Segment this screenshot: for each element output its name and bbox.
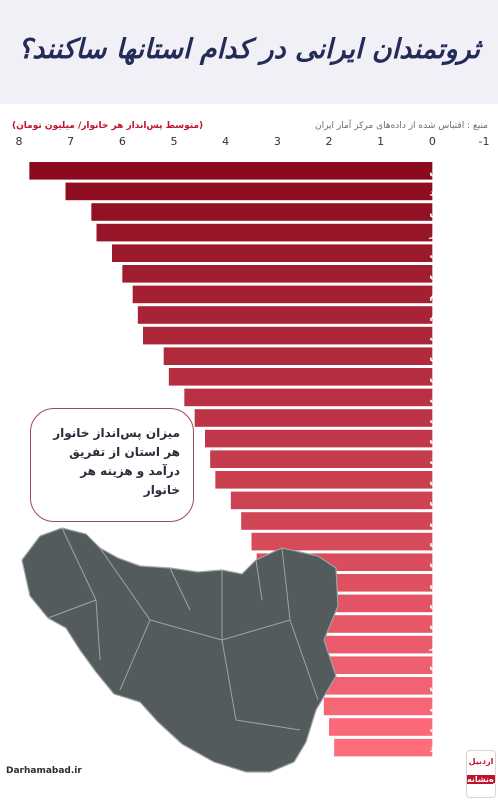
bar	[194, 409, 433, 427]
bar	[329, 718, 433, 736]
bar-label: خراسان رضوی	[429, 702, 498, 713]
note-line: میزان پس‌انداز خانوار	[53, 426, 180, 440]
note-box	[30, 408, 194, 522]
page-title: ثروتمندان ایرانی در کدام استانها ساکنند؟	[17, 34, 481, 65]
bar-label: یزد	[429, 187, 443, 198]
map-border-line	[169, 567, 191, 611]
map-border-line	[221, 639, 237, 721]
x-tick-label: 2	[326, 135, 333, 148]
bar-label: سمنان	[429, 435, 460, 446]
x-tick-label: 3	[274, 135, 281, 148]
map-border-line	[281, 547, 291, 621]
bar-label: سیستان و بلوچستان	[429, 373, 498, 384]
note-line: درآمد و هزینه هر خانوار	[80, 464, 180, 497]
bar	[308, 656, 433, 674]
bar-label: کردستان	[429, 682, 471, 693]
bar-label: تهران	[429, 496, 456, 507]
bar	[132, 285, 433, 304]
map-border-line	[47, 599, 97, 619]
bar-label: آذربایجان غربی	[429, 721, 498, 734]
bar-label: گیلان	[429, 207, 454, 219]
site-brand: Darhamabad.ir	[6, 766, 82, 776]
bar-label: فارس	[429, 579, 457, 590]
bar	[313, 677, 433, 695]
bar-label: ایلام	[429, 290, 450, 301]
logo-word: گره‌نشانه	[467, 775, 498, 784]
bar	[29, 162, 433, 180]
unit-label: (متوسط پس‌انداز هر خانوار/ میلیون تومان)	[12, 121, 204, 131]
bar	[163, 347, 433, 365]
map-border-line	[221, 619, 291, 641]
bar-label: لرستان	[429, 352, 463, 363]
source-label: منبع : اقتباس شده از داده‌های مرکز آمار …	[314, 121, 488, 131]
header-band	[0, 0, 498, 104]
x-tick-label: -1	[479, 135, 490, 148]
bar-label: زنجان	[429, 661, 457, 672]
note-line: هر استان از تفریق	[69, 445, 180, 459]
bar-label: آذربایجان شرقی	[429, 330, 498, 343]
bar	[210, 450, 433, 468]
bar-label: مازندران	[429, 167, 470, 178]
bar-label: اصفهان	[429, 599, 466, 610]
bar	[303, 635, 433, 654]
bar-label: قم	[429, 311, 443, 322]
bar-label: گلستان	[429, 537, 464, 549]
bar	[112, 244, 433, 262]
map-border-line	[99, 547, 151, 621]
bar	[184, 388, 433, 407]
x-tick-label: 6	[119, 135, 126, 148]
logo-word: اردبیل	[468, 757, 494, 766]
note-text: میزان پس‌انداز خانوار هر استان از تفریق …	[40, 424, 180, 500]
bar-label: البرز	[428, 229, 451, 240]
bar-label: خراسان شمالی	[429, 393, 498, 404]
bar	[241, 512, 433, 530]
bar	[137, 306, 433, 324]
bar-label: خراسان جنوبی	[429, 249, 498, 260]
map-border-line	[289, 619, 319, 701]
map-border-line	[235, 719, 301, 731]
bar-label: همدان	[429, 558, 459, 569]
bar	[323, 697, 433, 716]
brand-logo: اردبیل گره‌نشانه	[466, 750, 498, 798]
bar-label: قزوین	[429, 517, 459, 528]
map-border-line	[119, 619, 151, 691]
bar	[230, 491, 433, 510]
bar	[168, 368, 433, 386]
bar-label: هرمزگان	[429, 475, 471, 487]
x-tick-label: 4	[222, 135, 229, 148]
bar-label: خوزستان	[429, 620, 472, 631]
bar	[251, 532, 433, 551]
bar	[96, 223, 433, 242]
bar	[91, 203, 433, 221]
x-tick-label: 0	[429, 135, 436, 148]
map-border-line	[61, 527, 97, 601]
bar	[215, 471, 433, 489]
bar	[122, 265, 433, 283]
bar	[65, 182, 433, 201]
x-tick-label: 5	[171, 135, 178, 148]
map-border-line	[255, 559, 263, 601]
bar-label: بوشهر	[428, 641, 460, 652]
x-tick-label: 7	[67, 135, 74, 148]
map-border-line	[95, 599, 101, 661]
bar-label: مرکزی	[429, 455, 461, 466]
bar	[334, 738, 433, 757]
bar-label: چهارمحال و بختیاری	[429, 414, 498, 425]
x-tick-label: 8	[16, 135, 23, 148]
bar	[205, 429, 433, 448]
x-tick-label: 1	[377, 135, 384, 148]
bar-label: کرمان	[429, 270, 458, 281]
bar	[143, 326, 433, 345]
iran-map	[21, 527, 339, 773]
map-border-line	[149, 619, 223, 641]
